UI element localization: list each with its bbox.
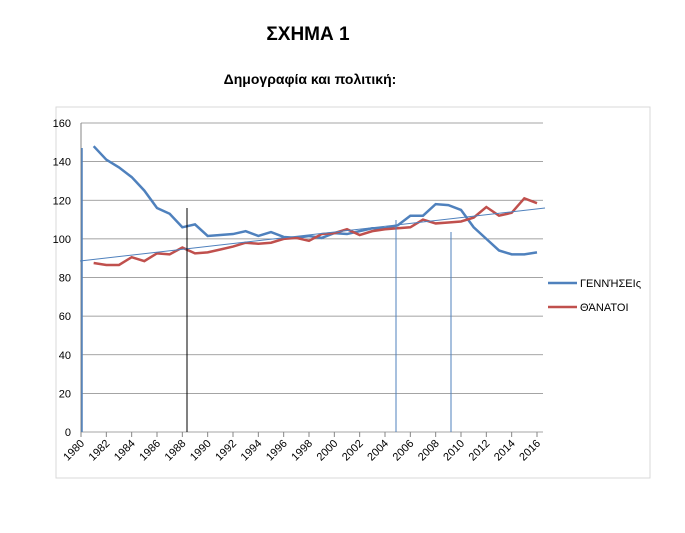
x-tick-label: 1992 xyxy=(213,438,239,464)
x-tick-label: 2004 xyxy=(365,438,391,464)
x-tick-label: 2008 xyxy=(416,438,442,464)
y-tick-label: 20 xyxy=(59,388,71,400)
y-tick-label: 120 xyxy=(53,195,71,207)
y-tick-label: 0 xyxy=(65,427,71,439)
x-tick-label: 1982 xyxy=(87,438,113,464)
series-line xyxy=(93,196,538,267)
x-tick-label: 1984 xyxy=(112,438,138,464)
trend-line xyxy=(79,207,546,262)
x-tick-label: 2010 xyxy=(441,438,467,464)
y-tick-label: 60 xyxy=(59,311,71,323)
y-tick-label: 140 xyxy=(53,157,71,169)
y-tick-label: 80 xyxy=(59,273,71,285)
x-tick-label: 2006 xyxy=(391,438,417,464)
x-tick-label: 1996 xyxy=(264,438,290,464)
chart-title: ΣΧΗΜΑ 1 xyxy=(266,24,350,45)
y-tick-label: 100 xyxy=(53,234,71,246)
x-tick-label: 2016 xyxy=(517,438,543,464)
y-tick-label: 40 xyxy=(59,350,71,362)
x-tick-label: 2002 xyxy=(340,438,366,464)
plot-area: 0 20 40 60 80 100 120 140 160 1980 1982 1984 1986 198… xyxy=(53,118,641,463)
legend-label: ΘΆΝΑΤΟΙ xyxy=(580,302,629,314)
x-tick-label: 1990 xyxy=(188,438,214,464)
y-tick-label: 160 xyxy=(53,118,71,130)
x-tick-label: 1998 xyxy=(289,438,315,464)
legend-label: ΓΕΝΝΉΣΕΙς xyxy=(580,278,641,290)
x-tick-label: 1994 xyxy=(239,438,265,464)
x-tick-label: 2000 xyxy=(315,438,341,464)
chart-subtitle: Δημογραφία και πολιτική: xyxy=(224,71,397,87)
x-tick-label: 1980 xyxy=(61,438,87,464)
x-tick-label: 2012 xyxy=(467,438,493,464)
x-tick-label: 1988 xyxy=(163,438,189,464)
chart-frame xyxy=(55,106,651,479)
x-tick-label: 2014 xyxy=(492,438,518,464)
x-tick-label: 1986 xyxy=(137,438,163,464)
